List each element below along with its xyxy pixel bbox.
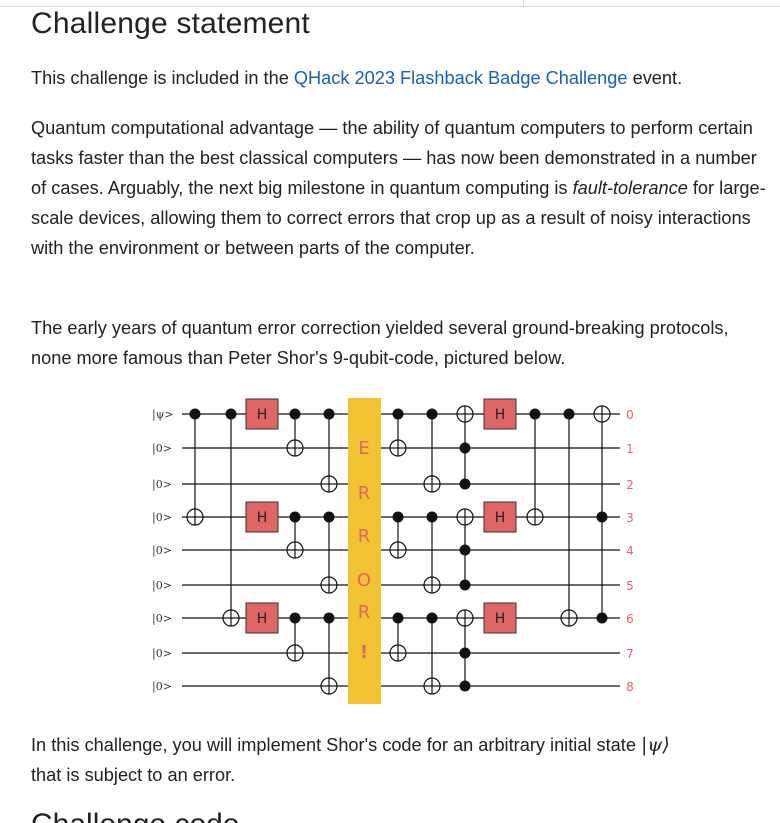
encode-cnot-0-6-control	[225, 408, 237, 420]
decode-cnot-6-7-control	[392, 612, 404, 624]
input-label-6: |0>	[152, 612, 172, 626]
qubit-number-8: 8	[626, 680, 634, 694]
decode-toffoli-final-control-a	[596, 511, 608, 523]
input-label-5: |0>	[152, 579, 172, 593]
task-text-before: In this challenge, you will implement Sh…	[31, 735, 642, 755]
encode-cnot-0-2-control	[323, 408, 335, 420]
encode-h-6-label: H	[257, 611, 268, 627]
input-label-8: |0>	[152, 680, 172, 694]
error-letter-4: R	[358, 602, 371, 623]
decode-h-0-label: H	[495, 407, 506, 423]
encode-cnot-6-7-control	[289, 612, 301, 624]
decode-cnot-6-8-control	[426, 612, 438, 624]
decode-h-6-label: H	[495, 611, 506, 627]
top-divider-notch	[523, 0, 524, 7]
decode-toffoli-final-control-b	[596, 612, 608, 624]
advantage-text-after: for large-scale devices, allowing them t…	[31, 178, 766, 258]
encode-h-6-box	[245, 602, 279, 634]
input-label-1: |0>	[152, 442, 172, 456]
input-label-2: |0>	[152, 478, 172, 492]
top-divider	[0, 6, 780, 7]
encode-h-0-label: H	[257, 407, 268, 423]
shor-code-circuit-figure: |ψ> |0> |0> |0> |0> |0> |0> |0> |0> 0 1 2 3 4 5 6 7 8 H H H E…	[120, 396, 640, 708]
section-heading: Challenge statement	[31, 7, 310, 40]
next-section-heading: Challenge code	[31, 805, 240, 823]
fault-tolerance-emphasis: fault-tolerance	[572, 178, 688, 198]
input-label-4: |0>	[152, 544, 172, 558]
decode-toffoli-0-control-a	[459, 442, 471, 454]
qubit-number-1: 1	[626, 442, 634, 456]
decode-h-3-box	[483, 501, 517, 533]
error-letter-5: !	[360, 642, 368, 663]
encode-h-0-box	[245, 398, 279, 430]
decode-cnot-0-2-control	[426, 408, 438, 420]
circuit-diagram: |ψ> |0> |0> |0> |0> |0> |0> |0> |0> 0 1 2 3 4 5 6 7 8 H H H E…	[152, 398, 634, 704]
error-letter-1: R	[358, 483, 371, 504]
intro-text-after: event.	[627, 68, 683, 88]
psi-ket-symbol: |ψ⟩	[641, 734, 670, 756]
decode-toffoli-6-control-b	[459, 680, 471, 692]
badge-challenge-link[interactable]: QHack 2023 Flashback Badge Challenge	[293, 68, 628, 88]
decode-h-0-box	[483, 398, 517, 430]
encode-cnot-0-1-control	[289, 408, 301, 420]
error-band	[348, 398, 381, 704]
intro-text-before: This challenge is included in the	[31, 68, 294, 88]
qubit-number-7: 7	[626, 647, 634, 661]
qubit-number-6: 6	[626, 612, 634, 626]
error-letter-0: E	[358, 438, 369, 459]
advantage-paragraph: Quantum computational advantage — the ab…	[31, 113, 771, 263]
qubit-number-3: 3	[626, 511, 634, 525]
decode-cnot-0-3-control	[529, 408, 541, 420]
input-label-7: |0>	[152, 647, 172, 661]
task-paragraph: In this challenge, you will implement Sh…	[31, 730, 771, 790]
encode-cnot-0-3-control	[189, 408, 201, 420]
input-label-3: |0>	[152, 511, 172, 525]
decode-h-3-label: H	[495, 510, 506, 526]
decode-cnot-0-6-control	[563, 408, 575, 420]
shor-paragraph: The early years of quantum error correct…	[31, 318, 729, 368]
encode-cnot-3-5-control	[323, 511, 335, 523]
decode-cnot-0-1-control	[392, 408, 404, 420]
qubit-number-4: 4	[626, 544, 634, 558]
encode-h-3-label: H	[257, 510, 268, 526]
decode-cnot-3-5-control	[426, 511, 438, 523]
decode-toffoli-6-control-a	[459, 647, 471, 659]
advantage-text-before: Quantum computational advantage — the ab…	[31, 118, 757, 198]
input-label-0: |ψ>	[152, 408, 174, 422]
decode-toffoli-0-control-b	[459, 478, 471, 490]
error-letter-3: O	[357, 570, 371, 591]
decode-toffoli-3-control-b	[459, 579, 471, 591]
encode-cnot-6-8-control	[323, 612, 335, 624]
qubit-number-2: 2	[626, 478, 634, 492]
error-letter-2: R	[358, 526, 371, 547]
qubit-number-5: 5	[626, 579, 634, 593]
task-text-after: that is subject to an error.	[31, 765, 236, 785]
qubit-number-0: 0	[626, 408, 634, 422]
intro-paragraph: This challenge is included in the QHack …	[31, 63, 771, 93]
decode-toffoli-3-control-a	[459, 544, 471, 556]
encode-cnot-3-4-control	[289, 511, 301, 523]
decode-h-6-box	[483, 602, 517, 634]
encode-h-3-box	[245, 501, 279, 533]
decode-cnot-3-4-control	[392, 511, 404, 523]
